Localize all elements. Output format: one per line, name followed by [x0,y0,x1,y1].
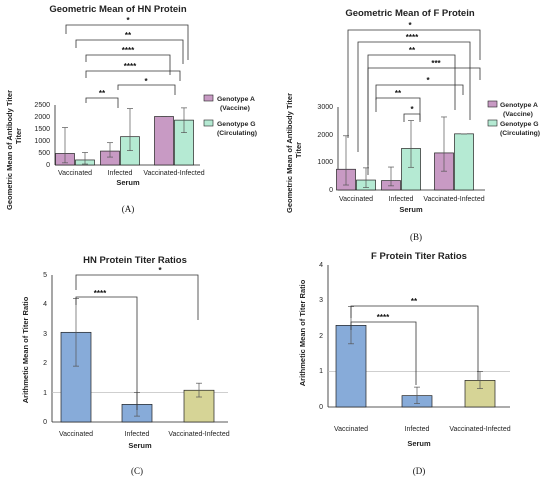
chart-A-sig: **** [122,46,135,55]
chart-C-significance [75,274,199,410]
chart-D-ytick: 4 [319,262,323,269]
chart-C-title: HN Protein Titer Ratios [83,255,187,266]
chart-C-ytick: 0 [43,419,47,426]
chart-B-ytick: 0 [329,187,333,194]
chart-D-sig: **** [377,313,390,322]
chart-C-xcat: Infected [125,431,150,438]
chart-D-ylabel: Arithmetic Mean of Titer Ratio [298,279,307,386]
chart-D-xcat: Infected [405,426,430,433]
chart-C-xcat: Vaccinated [59,431,93,438]
chart-D-xlabel: Serum [407,439,431,448]
chart-B-significance [347,29,481,175]
chart-B-ylabel-line2: Titer [294,142,303,158]
chart-D-ytick: 2 [319,333,323,340]
chart-A-ylabel: Geometric Mean of Antibody Titer [5,90,14,210]
chart-A-sig: **** [124,62,137,71]
chart-B-ytick: 2000 [317,132,333,139]
chart-D-xcat: Vaccinated [334,426,368,433]
chart-C-ytick: 1 [43,390,47,397]
chart-B-legend-a-2: (Vaccine) [503,111,533,118]
chart-B-legend-swatch-a [487,100,498,108]
chart-A-ytick: 1500 [34,126,50,133]
chart-C-ytick: 4 [43,301,47,308]
chart-C-ytick: 2 [43,360,47,367]
chart-C-sig: * [158,266,162,275]
chart-A-legend-g-1: Genotype G [217,121,256,128]
chart-B-legend-g-2: (Circulating) [500,130,540,137]
chart-A-ytick: 2500 [34,102,50,109]
chart-B-xlabel: Serum [399,205,423,214]
chart-A-ylabel-line2: Titer [14,128,23,144]
chart-A-legend-swatch-g [203,119,214,127]
chart-A-sig: * [144,77,148,86]
chart-A: Geometric Mean of HN Protein 0 500 1000 … [5,4,257,214]
chart-C-sig: **** [94,289,107,298]
chart-C-panel-label: (C) [131,466,143,476]
chart-B-ytick: 1000 [317,159,333,166]
chart-B-legend-swatch-g [487,119,498,127]
chart-A-legend-a-2: (Vaccine) [220,105,250,112]
chart-B-legend-g-1: Genotype G [500,121,539,128]
chart-B-sig: **** [406,33,419,42]
chart-A-ytick: 2000 [34,114,50,121]
chart-A-sig: ** [125,31,132,40]
chart-B-sig: *** [431,59,441,68]
chart-B-sig: * [426,76,430,85]
chart-D-xcat: Vaccinated-Infected [449,426,510,433]
chart-D-title: F Protein Titer Ratios [371,251,467,262]
chart-A-legend-swatch-a [203,94,214,102]
chart-B-title: Geometric Mean of F Protein [345,8,475,19]
chart-B-ylabel: Geometric Mean of Antibody Titer [285,93,294,213]
chart-A-title: Geometric Mean of HN Protein [49,4,186,15]
chart-C-xcat: Vaccinated-Infected [168,431,229,438]
chart-B-bar-genotype-g [454,133,474,191]
chart-D: F Protein Titer Ratios 0 1 2 3 4 Arithme… [298,251,511,476]
chart-C: HN Protein Titer Ratios 0 1 2 3 4 5 Arit… [21,255,230,476]
chart-C-xlabel: Serum [128,441,152,450]
chart-B-sig: ** [409,46,416,55]
chart-B-legend-a-1: Genotype A [500,102,538,109]
chart-C-ytick: 5 [43,272,47,279]
chart-A-xcat: Vaccinated-Infected [143,170,204,177]
chart-B: Geometric Mean of F Protein 0 1000 2000 … [285,8,540,242]
chart-B-sig: * [410,105,414,114]
chart-B-panel-label: (B) [410,232,422,242]
chart-A-sig: * [126,16,130,25]
chart-D-significance [350,305,479,385]
chart-A-legend-a-1: Genotype A [217,96,255,103]
chart-A-bar-genotype-a [154,116,174,166]
chart-A-xcat: Infected [108,170,133,177]
chart-A-sig: ** [99,89,106,98]
chart-B-sig: * [408,21,412,30]
chart-A-ytick: 1000 [34,138,50,145]
chart-A-significance [65,24,189,108]
chart-B-xcat: Vaccinated [339,196,373,203]
chart-D-ytick: 0 [319,404,323,411]
chart-B-ytick: 3000 [317,104,333,111]
chart-A-ytick: 0 [46,162,50,169]
chart-B-xcat: Infected [389,196,414,203]
chart-A-legend: Genotype A (Vaccine) Genotype G (Circula… [203,94,257,137]
chart-B-xcat: Vaccinated-Infected [423,196,484,203]
chart-A-ytick: 500 [38,150,50,157]
chart-D-ytick: 3 [319,297,323,304]
chart-A-xcat: Vaccinated [58,170,92,177]
chart-A-panel-label: (A) [122,204,135,214]
chart-B-legend: Genotype A (Vaccine) Genotype G (Circula… [487,100,540,137]
chart-B-sig: ** [395,89,402,98]
chart-D-ytick: 1 [319,368,323,375]
chart-A-legend-g-2: (Circulating) [217,130,257,137]
chart-D-panel-label: (D) [413,466,426,476]
chart-C-ylabel: Arithmetic Mean of Titer Ratio [21,296,30,403]
chart-C-ytick: 3 [43,331,47,338]
chart-A-xlabel: Serum [116,178,140,187]
chart-D-sig: ** [411,297,418,306]
